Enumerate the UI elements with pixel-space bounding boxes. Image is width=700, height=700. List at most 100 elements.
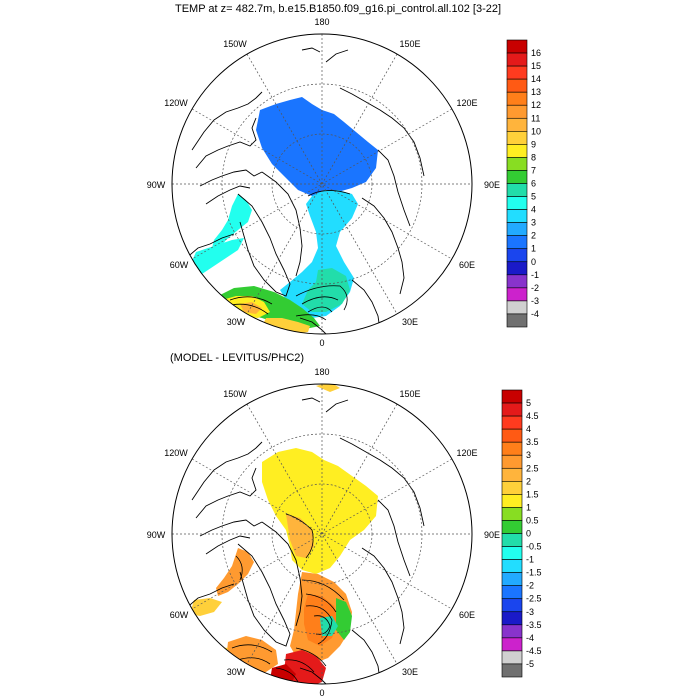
colorbar-tick-label: 4 [531, 205, 536, 215]
colorbar-tick-label: 2 [526, 476, 531, 486]
colorbar-swatch [506, 131, 528, 145]
colorbar-swatch [501, 441, 523, 456]
colorbar-tick-label: 12 [531, 100, 541, 110]
panel2-lon-label: 150W [223, 389, 247, 399]
colorbar-swatch [501, 415, 523, 430]
panel2-lon-label: 180 [314, 367, 329, 377]
colorbar-tick-label: 15 [531, 61, 541, 71]
colorbar-tick-label: -4 [526, 633, 534, 643]
colorbar-swatch [501, 494, 523, 508]
colorbar-tick-label: -2 [531, 283, 539, 293]
panel2-lon-label: 60E [459, 610, 475, 620]
colorbar-swatch [501, 428, 523, 443]
colorbar-swatch [501, 402, 523, 417]
panel1-labrador-field [188, 238, 244, 280]
panel2-labrador-field [190, 598, 222, 616]
panel1-lon-label: 60W [170, 260, 189, 270]
colorbar-tick-label: 16 [531, 48, 541, 58]
colorbar-swatch [506, 78, 528, 93]
colorbar-tick-label: -2.5 [526, 594, 542, 604]
panel2-nordic-green [336, 598, 352, 640]
colorbar-tick-label: 6 [531, 179, 536, 189]
panel2-pacific-orange [316, 384, 340, 392]
colorbar-tick-label: 5 [531, 192, 536, 202]
colorbar-tick-label: 1.5 [526, 489, 539, 499]
colorbar-tick-label: 14 [531, 74, 541, 84]
panel2-lon-label: 120E [456, 448, 477, 458]
colorbar-swatch [506, 300, 528, 315]
panel1-lon-label: 120E [456, 98, 477, 108]
colorbar-tick-label: 5 [526, 398, 531, 408]
colorbar-tick-label: 1 [531, 244, 536, 254]
colorbar-swatch [506, 274, 528, 289]
panel2-nordic-cyan [320, 616, 338, 636]
colorbar-swatch [506, 65, 528, 80]
colorbar-tick-label: -0.5 [526, 542, 542, 552]
colorbar-swatch [506, 235, 528, 250]
panel2-atlantic-red [284, 650, 326, 684]
colorbar-swatch [501, 520, 523, 534]
colorbar-tick-label: -1.5 [526, 568, 542, 578]
colorbar-tick-label: 3 [531, 218, 536, 228]
colorbar-swatch [506, 313, 528, 328]
colorbar-swatch [501, 389, 523, 404]
colorbar-tick-label: 13 [531, 87, 541, 97]
panel1-lon-label: 180 [314, 17, 329, 27]
colorbar-swatch [506, 209, 528, 223]
colorbar-tick-label: -1 [526, 555, 534, 565]
colorbar-tick-label: 3 [526, 450, 531, 460]
colorbar-swatch [506, 222, 528, 236]
colorbar-tick-label: 4 [526, 424, 531, 434]
colorbar-swatch [506, 117, 528, 132]
colorbar-swatch [501, 454, 523, 469]
panel2-atlantic-yellow [190, 646, 228, 674]
colorbar-swatch [501, 467, 523, 482]
panel2-longitude-labels: 180 150E 120E 90E 60E 30E 0 30W 60W 90W 120W 150W [147, 367, 500, 698]
panel1-outline [171, 33, 473, 335]
panel1-baffin-field [212, 194, 252, 248]
colorbar-tick-label: 2 [531, 231, 536, 241]
panel2-lon-label: 90W [147, 530, 166, 540]
colorbar-swatch [506, 91, 528, 106]
colorbar-swatch [501, 598, 523, 613]
colorbar-swatch [501, 481, 523, 495]
colorbar-swatch [501, 585, 523, 600]
colorbar-tick-label: 8 [531, 152, 536, 162]
colorbar-tick-label: -4 [531, 309, 539, 319]
panel1-lon-label: 30E [402, 317, 418, 327]
panel2-graticule [172, 384, 472, 684]
colorbar-tick-label: -3 [531, 296, 539, 306]
panel1-map: 180 150E 120E 90E 60E 30E 0 30W 60W 90W 120W 150W [147, 17, 500, 348]
panel2-outline [171, 383, 473, 685]
colorbar-swatch [506, 248, 528, 263]
panel2-baffin-field [216, 548, 254, 596]
panel2-lon-label: 30E [402, 667, 418, 677]
panel2-title: (MODEL - LEVITUS/PHC2) [170, 352, 305, 364]
colorbar-tick-label: 7 [531, 165, 536, 175]
panel1-lon-label: 150W [223, 39, 247, 49]
panel1-lon-label: 30W [227, 317, 246, 327]
colorbar-swatch [506, 144, 528, 158]
colorbar-swatch [506, 52, 528, 67]
panel1-longitude-labels: 180 150E 120E 90E 60E 30E 0 30W 60W 90W 120W 150W [147, 17, 500, 348]
colorbar-swatch [501, 624, 523, 639]
colorbar-swatch [506, 287, 528, 302]
colorbar-swatch [506, 261, 528, 276]
panel2-lon-label: 30W [227, 667, 246, 677]
colorbar-tick-label: -4.5 [526, 646, 542, 656]
colorbar-swatch [501, 663, 523, 678]
colorbar-tick-label: 10 [531, 126, 541, 136]
colorbar-tick-label: 9 [531, 139, 536, 149]
colorbar-swatch [506, 183, 528, 197]
colorbar-swatch [506, 196, 528, 210]
colorbar-swatch [501, 650, 523, 665]
panel2-lon-label: 150E [399, 389, 420, 399]
panel1-greenland-sea [302, 268, 350, 312]
colorbar-tick-label: -1 [531, 270, 539, 280]
panel1-lon-label: 120W [164, 98, 188, 108]
colorbar-tick-label: 1 [526, 502, 531, 512]
colorbar-tick-label: 3.5 [526, 437, 539, 447]
colorbar-swatch [501, 507, 523, 521]
panel2-coastlines [183, 397, 425, 684]
